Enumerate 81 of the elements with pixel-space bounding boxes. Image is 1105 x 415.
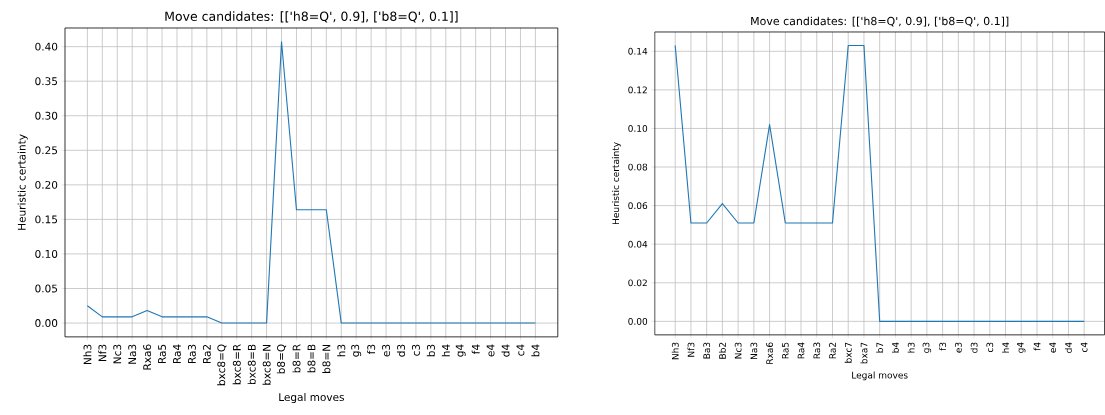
y-tick-label: 0.20: [35, 180, 58, 189]
x-tick-label: g3: [922, 342, 932, 353]
y-tick-label: 0.08: [628, 163, 648, 171]
x-tick-label: Ra3: [813, 342, 821, 359]
y-axis-title: Heuristic certainty: [612, 142, 621, 225]
x-tick-label: g4: [455, 344, 466, 357]
x-tick-label: b8=Q: [276, 344, 287, 374]
x-tick-label: bxc8=N: [262, 345, 271, 385]
x-tick-label: Nf3: [98, 344, 107, 362]
y-tick-label: 0.00: [35, 319, 58, 328]
x-tick-label: Nf3: [687, 342, 695, 357]
x-tick-label: c3: [411, 344, 420, 356]
x-tick-label: b3: [426, 344, 435, 357]
x-tick-label: Bb2: [718, 342, 726, 359]
x-axis-title: Legal moves: [279, 393, 344, 404]
x-tick-label: Nc3: [734, 342, 742, 359]
y-tick-label: 0.10: [628, 125, 648, 132]
x-tick-label: h3: [907, 342, 915, 353]
x-tick-label: bxc7: [844, 342, 852, 363]
x-tick-label: Ba3: [703, 342, 711, 359]
x-tick-label: bxc8=B: [247, 344, 256, 385]
x-tick-label: d3: [970, 342, 978, 353]
chart-title: Move candidates: [['h8=Q', 0.9], ['b8=Q', 0.1]]: [165, 11, 458, 23]
x-tick-label: f3: [367, 344, 376, 355]
x-tick-label: Ra2: [829, 342, 836, 359]
x-tick-label: Ra2: [202, 345, 211, 364]
x-tick-label: h3: [337, 344, 346, 357]
x-tick-label: bxa7: [860, 342, 868, 364]
x-tick-label: Nc3: [113, 344, 122, 364]
y-axis-title: Heuristic certainty: [17, 134, 28, 230]
x-tick-label: e3: [954, 342, 962, 353]
x-axis-title: Legal moves: [852, 371, 908, 381]
x-tick-label: bxc8=Q: [217, 344, 227, 386]
x-tick-label: Nh3: [671, 342, 679, 360]
x-tick-label: Ra4: [173, 344, 181, 364]
x-tick-label: b8=R: [292, 344, 301, 373]
x-tick-label: c3: [986, 342, 994, 353]
y-tick-label: 0.14: [628, 47, 648, 55]
y-tick-label: 0.40: [35, 42, 58, 51]
chart-title: Move candidates: [['h8=Q', 0.9], ['b8=Q', 0.1]]: [751, 16, 1009, 27]
x-tick-label: e4: [486, 344, 495, 357]
y-tick-label: 0.35: [35, 77, 58, 86]
x-tick-label: g4: [1017, 342, 1026, 353]
y-tick-label: 0.25: [35, 146, 58, 155]
x-tick-label: h4: [1002, 342, 1009, 353]
x-tick-label: bxc8=R: [232, 344, 241, 385]
y-tick-label: 0.05: [35, 284, 58, 293]
x-tick-label: Ra4: [797, 342, 805, 359]
x-tick-label: b4: [891, 342, 899, 353]
x-tick-label: e4: [1049, 342, 1057, 353]
x-tick-label: b4: [531, 344, 540, 357]
y-tick-label: 0.02: [628, 279, 647, 287]
x-tick-label: b8=N: [322, 345, 331, 374]
y-tick-label: 0.06: [628, 202, 648, 210]
x-tick-label: e3: [382, 344, 391, 357]
x-tick-label: Nh3: [83, 344, 92, 365]
x-tick-label: f4: [1033, 342, 1041, 351]
x-tick-label: Ra3: [187, 344, 196, 364]
y-tick-label: 0.04: [628, 240, 648, 248]
x-tick-label: Na3: [750, 342, 758, 360]
x-tick-label: Na3: [128, 344, 137, 364]
x-tick-label: Ra5: [781, 342, 789, 359]
y-tick-label: 0.10: [35, 250, 58, 258]
x-tick-label: c4: [1080, 342, 1088, 353]
x-tick-label: f3: [939, 342, 947, 351]
x-tick-label: b7: [876, 342, 884, 353]
y-tick-label: 0.30: [35, 111, 58, 120]
x-tick-label: Rxa6: [143, 344, 152, 370]
x-tick-label: d4: [501, 344, 510, 357]
y-tick-label: 0.15: [35, 215, 58, 224]
x-tick-label: d4: [1064, 342, 1072, 353]
x-tick-label: h4: [441, 344, 450, 357]
y-tick-label: 0.00: [628, 318, 648, 325]
x-tick-label: f4: [471, 344, 480, 355]
x-tick-label: d3: [396, 344, 406, 357]
x-tick-label: Rxa6: [766, 342, 773, 364]
x-tick-label: b8=B: [307, 344, 316, 373]
x-tick-label: Ra5: [158, 344, 166, 364]
y-tick-label: 0.12: [628, 86, 647, 94]
x-tick-label: c4: [516, 344, 525, 356]
x-tick-label: g3: [351, 344, 362, 357]
